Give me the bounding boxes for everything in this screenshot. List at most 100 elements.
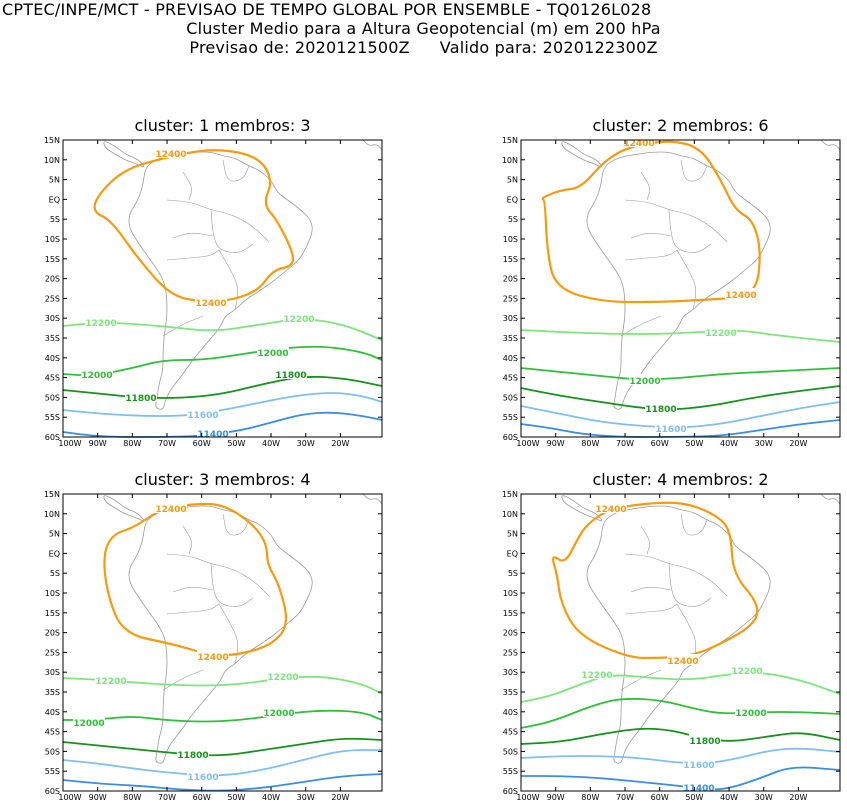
panel-title: cluster: 1 membros: 3: [134, 116, 310, 135]
lon-tick-label: 30W: [297, 793, 315, 802]
country-border: [680, 513, 708, 536]
header-line2: Cluster Medio para a Altura Geopotencial…: [186, 19, 661, 38]
central-america-outline: [561, 141, 603, 168]
lat-tick-label: 60S: [503, 433, 518, 442]
lon-tick-label: 70W: [616, 793, 634, 802]
south-america-outline: [586, 151, 771, 410]
map-frame: [62, 139, 383, 438]
contour-label: 12200: [283, 315, 314, 325]
lon-tick-label: 90W: [89, 439, 107, 448]
contour-label: 11800: [645, 405, 676, 415]
lat-tick-label: 10N: [44, 510, 60, 519]
africa-coast: [820, 493, 841, 505]
contour-label-bg: [95, 674, 127, 685]
contour-label: 11800: [125, 394, 156, 404]
lat-tick-label: 35S: [503, 334, 518, 343]
lat-tick-label: 30S: [45, 668, 60, 677]
contour-label-bg: [155, 147, 187, 158]
country-border: [222, 513, 250, 536]
lat-tick-label: 25S: [45, 648, 60, 657]
lat-tick-label: 50S: [503, 747, 518, 756]
lon-tick-label: 30W: [755, 439, 773, 448]
country-border: [676, 603, 697, 665]
country-border: [182, 525, 192, 555]
lat-tick-label: 20S: [45, 629, 60, 638]
lat-tick-label: 10S: [503, 589, 518, 598]
contour-label: 11800: [689, 737, 720, 747]
contour-label: 12000: [629, 377, 660, 387]
lat-tick-label: 15S: [45, 609, 60, 618]
contour-label: 12400: [155, 150, 186, 160]
south-america-outline: [128, 151, 313, 410]
lat-tick-label: EQ: [49, 549, 60, 558]
lon-tick-label: 50W: [227, 793, 245, 802]
panel-title: cluster: 3 membros: 4: [134, 470, 310, 489]
contour-label: 11400: [683, 784, 714, 794]
lon-tick-label: 60W: [193, 793, 211, 802]
contour-label-bg: [267, 670, 299, 681]
lon-tick-label: 20W: [331, 793, 349, 802]
contour-label-bg: [683, 758, 715, 769]
contour-12400: [93, 149, 295, 303]
lon-tick-label: 40W: [720, 793, 738, 802]
contour-line: [520, 697, 841, 729]
lat-tick-label: 15N: [44, 136, 60, 145]
lat-tick-label: 5N: [507, 176, 518, 185]
lon-tick-label: 20W: [789, 793, 807, 802]
lon-tick-label: 70W: [158, 439, 176, 448]
central-america-outline: [103, 141, 145, 168]
lat-tick-label: 10S: [503, 235, 518, 244]
contour-label-bg: [275, 368, 307, 379]
lat-tick-label: 55S: [45, 767, 60, 776]
lat-tick-label: EQ: [507, 195, 518, 204]
country-border: [162, 315, 204, 337]
contour-label-bg: [197, 650, 229, 661]
lat-tick-label: 5N: [507, 530, 518, 539]
valid-date: Valido para: 2020122300Z: [439, 38, 658, 57]
contour-label-bg: [683, 781, 715, 792]
contour-label-bg: [731, 664, 763, 675]
contour-label-bg: [187, 408, 219, 419]
contour-label: 11600: [655, 425, 686, 435]
forecast-date: Previsao de: 2020121500Z: [189, 38, 410, 57]
lat-tick-label: EQ: [49, 195, 60, 204]
contour-label-bg: [85, 316, 117, 327]
lat-tick-label: EQ: [507, 549, 518, 558]
contour-label-bg: [655, 422, 687, 433]
lat-tick-label: 20S: [45, 275, 60, 284]
contour-label: 12400: [155, 505, 186, 515]
lat-tick-label: 15S: [503, 255, 518, 264]
panel-title: cluster: 4 membros: 2: [592, 470, 768, 489]
lon-tick-label: 80W: [123, 793, 141, 802]
contour-label-bg: [705, 326, 737, 337]
contour-label: 12200: [705, 329, 736, 339]
contour-label-bg: [73, 716, 105, 727]
lat-tick-label: 15N: [502, 136, 518, 145]
lat-tick-label: 50S: [45, 393, 60, 402]
contour-label: 12200: [267, 673, 298, 683]
lat-tick-label: 5N: [49, 530, 60, 539]
lat-tick-label: 5S: [508, 569, 518, 578]
lat-tick-label: 5S: [508, 215, 518, 224]
lat-tick-label: 30S: [503, 314, 518, 323]
contour-label: 11800: [177, 751, 208, 761]
lon-tick-label: 40W: [262, 793, 280, 802]
lat-tick-label: 40S: [503, 708, 518, 717]
contour-12400: [103, 502, 288, 657]
lon-tick-label: 100W: [58, 793, 81, 802]
contour-line: [520, 747, 841, 765]
africa-coast: [362, 139, 383, 151]
lat-tick-label: 5S: [50, 215, 60, 224]
contour-label: 12000: [81, 371, 112, 381]
lon-tick-label: 50W: [685, 793, 703, 802]
contour-label-bg: [283, 312, 315, 323]
lat-tick-label: 25S: [45, 294, 60, 303]
contour-label-bg: [689, 734, 721, 745]
country-border: [680, 159, 708, 182]
map-panel-1: cluster: 1 membros: 3 12400 12400 12200 1220…: [44, 116, 383, 448]
contour-label: 12400: [197, 653, 228, 663]
central-america-outline: [103, 495, 145, 522]
lon-tick-label: 80W: [581, 793, 599, 802]
contour-label: 12000: [735, 709, 766, 719]
